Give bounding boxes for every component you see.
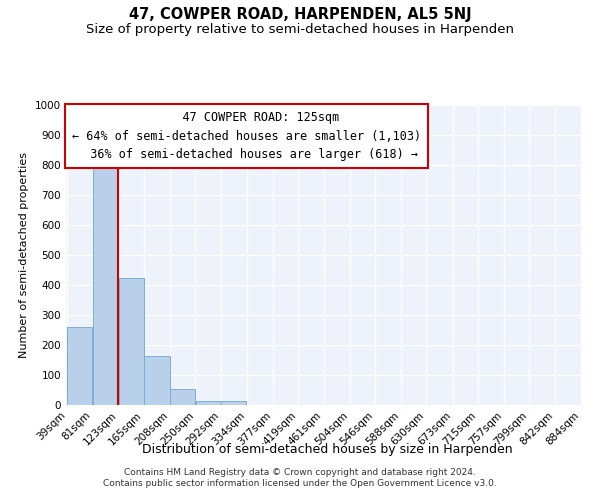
Bar bbox=[144, 356, 170, 405]
Text: Distribution of semi-detached houses by size in Harpenden: Distribution of semi-detached houses by … bbox=[142, 442, 512, 456]
Bar bbox=[93, 159, 118, 405]
Text: 47, COWPER ROAD, HARPENDEN, AL5 5NJ: 47, COWPER ROAD, HARPENDEN, AL5 5NJ bbox=[128, 8, 472, 22]
Text: Contains HM Land Registry data © Crown copyright and database right 2024.
Contai: Contains HM Land Registry data © Crown c… bbox=[103, 468, 497, 487]
Bar bbox=[67, 327, 92, 405]
Bar bbox=[170, 390, 195, 405]
Text: 47 COWPER ROAD: 125sqm
← 64% of semi-detached houses are smaller (1,103)
  36% o: 47 COWPER ROAD: 125sqm ← 64% of semi-det… bbox=[72, 111, 421, 161]
Bar bbox=[119, 278, 143, 405]
Bar bbox=[196, 402, 221, 405]
Bar bbox=[221, 402, 246, 405]
Y-axis label: Number of semi-detached properties: Number of semi-detached properties bbox=[19, 152, 29, 358]
Text: Size of property relative to semi-detached houses in Harpenden: Size of property relative to semi-detach… bbox=[86, 22, 514, 36]
